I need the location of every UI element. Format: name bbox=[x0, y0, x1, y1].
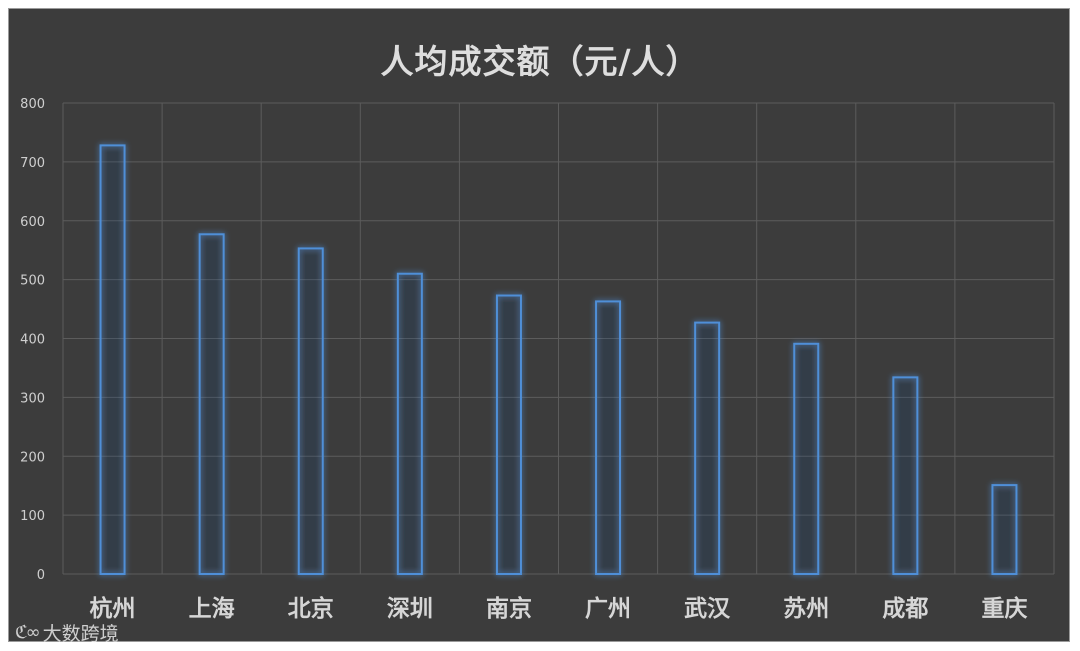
bar-2 bbox=[198, 233, 225, 575]
x-tick-label: 苏州 bbox=[783, 596, 829, 622]
y-tick-label: 400 bbox=[20, 333, 45, 348]
x-tick-label: 成都 bbox=[882, 596, 928, 622]
logo-icon: ℭ∞ bbox=[15, 622, 41, 643]
y-tick-label: 0 bbox=[37, 568, 45, 583]
x-tick-label: 杭州 bbox=[90, 595, 136, 622]
chart-title: 人均成交额（元/人） bbox=[380, 42, 700, 81]
x-tick-label: 武汉 bbox=[684, 596, 731, 622]
y-tick-label: 500 bbox=[20, 274, 45, 289]
y-tick-label: 200 bbox=[20, 450, 45, 465]
x-tick-label: 北京 bbox=[288, 595, 334, 622]
chart-frame: 人均成交额（元/人） 0 100 200 300 400 500 600 700 800 杭州 上… bbox=[8, 8, 1070, 645]
y-tick-label: 300 bbox=[20, 391, 45, 406]
grid-lines bbox=[62, 102, 1055, 575]
x-tick-label: 上海 bbox=[189, 595, 235, 622]
bar-1 bbox=[99, 144, 126, 575]
bar-5 bbox=[495, 294, 522, 575]
x-axis-ticks: 杭州 上海 北京 深圳 南京 广州 武汉 苏州 成都 重庆 bbox=[90, 595, 1028, 622]
y-tick-label: 800 bbox=[20, 97, 45, 112]
bar-8 bbox=[793, 342, 820, 575]
x-tick-label: 广州 bbox=[585, 595, 631, 622]
bar-6 bbox=[595, 300, 622, 575]
bar-3 bbox=[297, 247, 324, 575]
x-tick-label: 深圳 bbox=[387, 596, 433, 622]
bars bbox=[99, 144, 1018, 576]
x-tick-label: 重庆 bbox=[981, 595, 1027, 622]
bar-chart: 0 100 200 300 400 500 600 700 800 杭州 上海 北京 深圳 南京 广州 武汉… bbox=[20, 97, 1055, 622]
watermark-text: 大数跨境 bbox=[42, 623, 119, 645]
bar-10 bbox=[991, 484, 1018, 576]
y-tick-label: 100 bbox=[20, 509, 45, 524]
bar-4 bbox=[396, 272, 423, 575]
bar-7 bbox=[694, 321, 721, 576]
y-axis-ticks: 0 100 200 300 400 500 600 700 800 bbox=[20, 97, 45, 583]
bar-9 bbox=[892, 376, 919, 576]
watermark: ℭ∞ 大数跨境 bbox=[15, 619, 119, 646]
y-tick-label: 700 bbox=[20, 156, 45, 171]
y-tick-label: 600 bbox=[20, 215, 45, 230]
x-tick-label: 南京 bbox=[486, 595, 532, 622]
